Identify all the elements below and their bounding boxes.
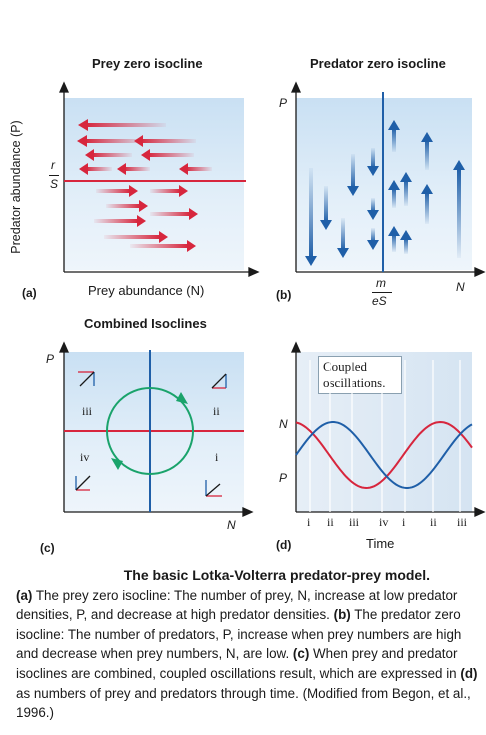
caption-b-text: The predator zero isocline: The number o… — [16, 607, 462, 662]
phase-tick-label: ii — [327, 515, 334, 529]
prey-decrease-arrow — [134, 135, 196, 147]
predator-increase-arrow — [388, 226, 400, 252]
panel-a-axes — [58, 81, 260, 278]
panel-d-phase-lines — [309, 360, 461, 512]
phase-tick-label: iii — [457, 515, 468, 529]
quadrant-vectors — [75, 371, 227, 497]
prey-decrease-arrow — [85, 149, 132, 161]
quadrant-label-i: i — [215, 450, 219, 464]
phase-tick-label: iv — [379, 515, 389, 529]
caption-d-label: (d) — [460, 665, 478, 681]
prey-increase-arrow — [150, 185, 188, 197]
quadrant-label-iii: iii — [82, 404, 93, 418]
prey-decrease-arrow — [117, 163, 150, 175]
prey-decrease-arrow — [179, 163, 212, 175]
panel-a-isocline-bar — [49, 175, 59, 176]
caption-c-label: (c) — [292, 646, 310, 662]
phase-tick-label: ii — [430, 515, 437, 529]
cycle-direction-arrow — [176, 392, 188, 404]
panel-a-isocline-den: S — [50, 177, 59, 191]
vector-iii — [78, 371, 95, 387]
panel-c-x-axis-label: N — [227, 518, 236, 532]
predator-decrease-arrow — [367, 198, 379, 220]
panel-c-y-axis-label: P — [46, 352, 55, 366]
caption-b-label: (b) — [333, 607, 351, 623]
panel-b-axes — [290, 81, 486, 278]
panel-a-isocline-num: r — [51, 158, 55, 172]
prey-increase-arrow — [130, 240, 196, 252]
cycle-direction-arrow — [111, 458, 123, 470]
prey-increase-arrow — [94, 215, 146, 227]
predator-decrease-arrow — [337, 218, 349, 258]
prey-increase-arrow — [96, 185, 138, 197]
panel-a-flow-arrows — [77, 119, 212, 252]
panel-b-y-axis-label: P — [279, 96, 288, 110]
prey-decrease-arrow — [79, 163, 112, 175]
panel-d-y-label-n: N — [279, 417, 288, 431]
predator-increase-arrow — [421, 184, 433, 224]
caption-c-text: When prey and predator isoclines are com… — [16, 646, 458, 681]
figure-caption: The basic Lotka-Volterra predator-prey m… — [16, 566, 478, 723]
vector-i — [205, 480, 222, 497]
coupled-oscillations-callout: Coupled oscillations. — [318, 356, 402, 394]
predator-decrease-arrow — [367, 228, 379, 250]
caption-a-text: The prey zero isocline: The number of pr… — [16, 587, 458, 623]
panel-a-letter: (a) — [22, 286, 37, 300]
cycle-trajectory — [106, 387, 194, 475]
vector-ii — [211, 373, 227, 389]
panel-d-y-label-p: P — [279, 471, 288, 485]
panel-b-isocline-num: m — [376, 276, 386, 290]
panel-b-letter: (b) — [276, 288, 292, 302]
quadrant-label-iv: iv — [80, 450, 90, 464]
predator-increase-arrow — [400, 172, 412, 206]
prey-decrease-arrow — [141, 149, 194, 161]
phase-tick-label: i — [307, 515, 311, 529]
predator-increase-arrow — [388, 180, 400, 208]
prey-oscillation-curve — [295, 420, 473, 490]
panel-a-x-axis-label: Prey abundance (N) — [88, 283, 205, 298]
caption-d-text: as numbers of prey and predators through… — [16, 685, 471, 721]
predator-decrease-arrow — [320, 186, 332, 230]
predator-decrease-arrow — [305, 168, 317, 266]
panel-d-letter: (d) — [276, 538, 292, 552]
panel-b-isocline-den: eS — [372, 294, 387, 308]
vector-iv — [75, 475, 91, 491]
predator-oscillation-curve — [295, 421, 473, 489]
panel-b-flow-arrows — [305, 120, 465, 266]
panel-d-axes — [290, 341, 486, 518]
prey-increase-arrow — [104, 231, 168, 243]
predator-increase-arrow — [388, 120, 400, 152]
predator-increase-arrow — [400, 230, 412, 254]
predator-increase-arrow — [421, 132, 433, 170]
caption-title: The basic Lotka-Volterra predator-prey m… — [123, 567, 430, 583]
prey-decrease-arrow — [77, 135, 145, 147]
predator-decrease-arrow — [347, 154, 359, 196]
panel-b-isocline-bar — [372, 292, 392, 293]
prey-decrease-arrow — [78, 119, 166, 131]
panel-b-x-axis-label: N — [456, 280, 465, 294]
predator-decrease-arrow — [367, 148, 379, 176]
prey-increase-arrow — [106, 200, 148, 212]
panel-c-letter: (c) — [40, 541, 55, 555]
panel-c-title: Combined Isoclines — [84, 316, 207, 331]
phase-tick-label: i — [402, 515, 406, 529]
prey-increase-arrow — [150, 208, 198, 220]
caption-a-label: (a) — [16, 587, 33, 603]
panel-b-title: Predator zero isocline — [310, 56, 446, 71]
phase-tick-label: iii — [349, 515, 360, 529]
panel-d-x-axis-label: Time — [366, 536, 395, 551]
quadrant-label-ii: ii — [213, 404, 220, 418]
panel-a-title: Prey zero isocline — [92, 56, 203, 71]
predator-increase-arrow — [453, 160, 465, 258]
